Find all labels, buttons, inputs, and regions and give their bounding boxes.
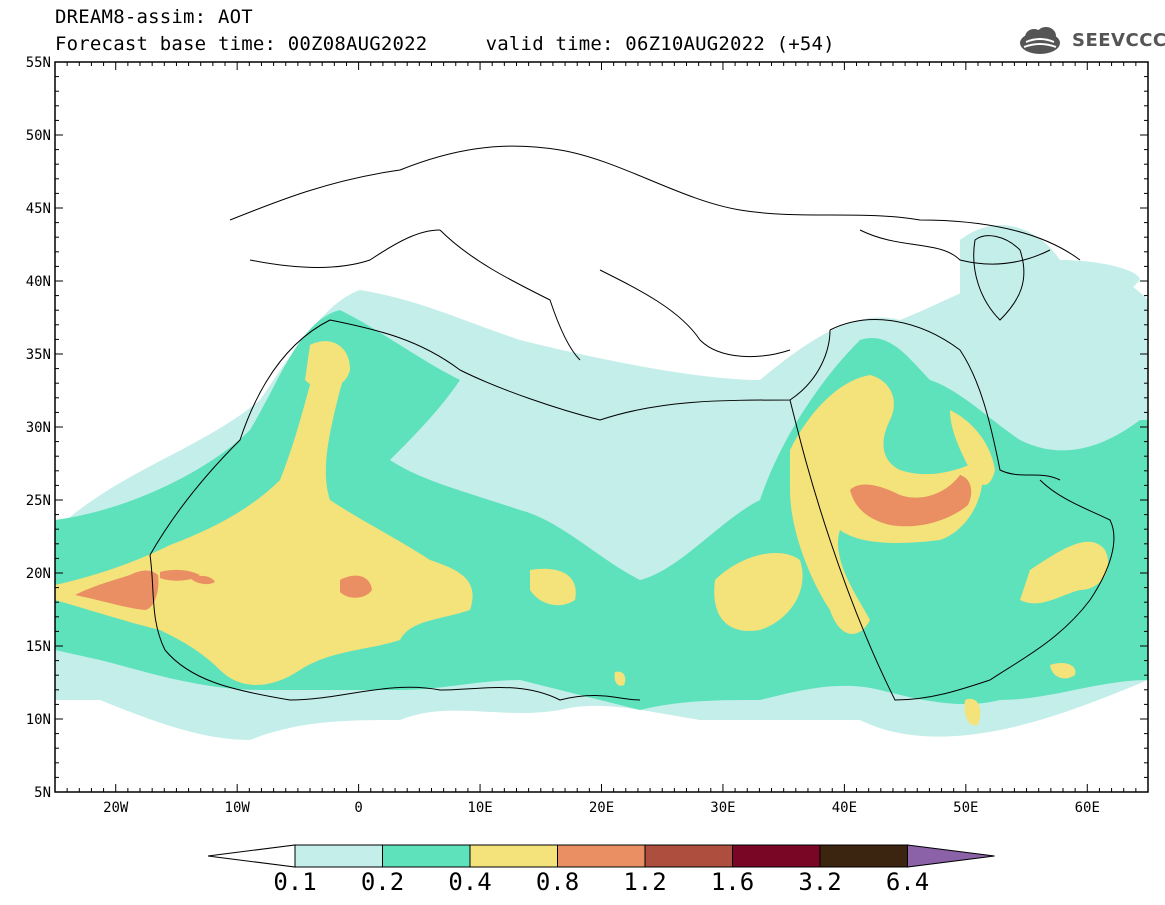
colorbar bbox=[207, 844, 995, 868]
colorbar-segment bbox=[819, 844, 908, 868]
lon-tick-label: 40E bbox=[832, 800, 857, 816]
lat-tick-label: 35N bbox=[26, 347, 51, 363]
colorbar-segment bbox=[644, 844, 733, 868]
coastlines bbox=[149, 145, 1115, 701]
colorbar-label: 1.6 bbox=[710, 868, 755, 896]
lon-tick-label: 50E bbox=[953, 800, 978, 816]
colorbar-label: 0.4 bbox=[448, 868, 492, 896]
lat-tick-label: 5N bbox=[34, 785, 51, 801]
axis-ticks: 55N 50N 45N 40N 35N 30N 25N 20N 15N 10N 5N 20W 10W 0 1… bbox=[26, 55, 1149, 816]
lon-tick-label: 10E bbox=[467, 800, 492, 816]
lat-tick-label: 40N bbox=[26, 274, 51, 290]
colorbar-segment bbox=[382, 844, 471, 868]
lon-tick-label: 20W bbox=[103, 800, 129, 816]
colorbar-label: 0.1 bbox=[273, 868, 317, 896]
colorbar-label: 6.4 bbox=[885, 868, 930, 896]
cloud-icon bbox=[1020, 27, 1060, 54]
colorbar-max-arrow bbox=[907, 844, 995, 868]
colorbar-segment bbox=[469, 844, 558, 868]
lat-tick-label: 25N bbox=[26, 493, 51, 509]
colorbar-segment bbox=[732, 844, 821, 868]
lat-tick-label: 30N bbox=[26, 420, 51, 436]
lon-tick-label: 30E bbox=[710, 800, 735, 816]
logo-text: SEEVCCC bbox=[1072, 30, 1165, 51]
lon-tick-label: 10W bbox=[225, 800, 251, 816]
colorbar-label: 0.8 bbox=[535, 868, 580, 896]
colorbar-segment bbox=[294, 844, 383, 868]
lat-tick-label: 10N bbox=[26, 712, 51, 728]
aot-field bbox=[55, 62, 1148, 792]
lat-tick-label: 20N bbox=[26, 566, 51, 582]
lon-tick-label: 0 bbox=[354, 800, 362, 816]
lat-tick-label: 55N bbox=[26, 55, 51, 71]
colorbar-label: 1.2 bbox=[623, 868, 667, 896]
lat-tick-label: 45N bbox=[26, 201, 51, 217]
forecast-time-line: Forecast base time: 00Z08AUG2022 valid t… bbox=[55, 33, 835, 55]
lat-tick-label: 50N bbox=[26, 128, 51, 144]
lon-tick-label: 60E bbox=[1075, 800, 1100, 816]
colorbar-min-arrow bbox=[207, 844, 296, 868]
colorbar-label: 0.2 bbox=[360, 868, 405, 896]
colorbar-label: 3.2 bbox=[798, 868, 842, 896]
map-title: DREAM8-assim: AOT bbox=[55, 6, 253, 28]
lat-tick-label: 15N bbox=[26, 639, 51, 655]
lon-tick-label: 20E bbox=[589, 800, 614, 816]
colorbar-segment bbox=[557, 844, 646, 868]
